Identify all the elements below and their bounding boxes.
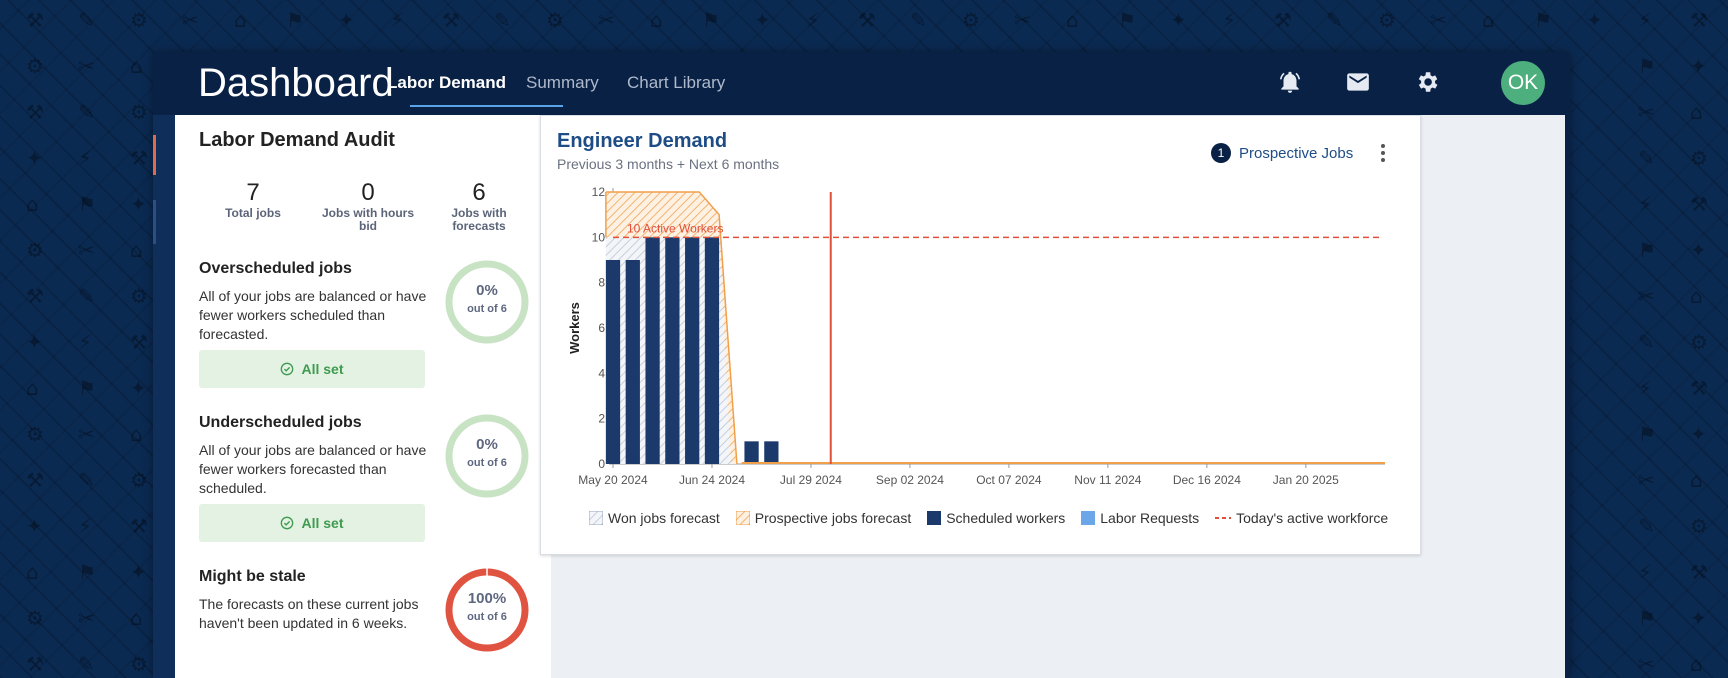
ring-out-of: out of 6 bbox=[467, 303, 507, 315]
y-tick-label: 10 bbox=[592, 230, 606, 244]
legend-label: Prospective jobs forecast bbox=[754, 510, 912, 526]
scheduled-bar bbox=[665, 237, 680, 464]
ring-track bbox=[445, 414, 529, 498]
active-tab-indicator bbox=[410, 105, 563, 107]
x-tick-label: May 20 2024 bbox=[578, 473, 648, 487]
engineer-demand-chart: 0 2 4 6 8 10 12 Workers May 20 2024 Jun 24 2024 Ju… bbox=[567, 185, 1385, 487]
stat-value: 7 bbox=[246, 179, 260, 206]
solid-navy-swatch bbox=[927, 511, 942, 525]
active-workforce-label: 10 Active Workers bbox=[627, 221, 723, 235]
stat-value: 0 bbox=[361, 179, 375, 206]
dashed-line-swatch bbox=[1215, 517, 1232, 519]
tab-chart-library[interactable]: Chart Library bbox=[627, 73, 726, 92]
ring-out-of: out of 6 bbox=[467, 611, 507, 623]
window-edge bbox=[1565, 52, 1570, 678]
ring-percent: 0% bbox=[476, 282, 498, 299]
overscheduled-all-set-button[interactable]: All set bbox=[199, 350, 425, 388]
ring-out-of: out of 6 bbox=[467, 457, 507, 469]
prospective-jobs-count-badge: 1 bbox=[1211, 143, 1231, 163]
y-axis-label: Workers bbox=[567, 302, 582, 354]
labor-demand-audit-panel: Labor Demand Audit 7 Total jobs 0 Jobs w… bbox=[175, 115, 551, 678]
underscheduled-title: Underscheduled jobs bbox=[199, 414, 362, 431]
scheduled-bar bbox=[685, 237, 700, 464]
engineer-demand-card: Engineer Demand Previous 3 months + Next… bbox=[540, 115, 1421, 555]
chart-legend: Won jobs forecast Prospective jobs forec… bbox=[589, 510, 1388, 526]
might-be-stale-ring: 100% out of 6 bbox=[445, 568, 529, 652]
app-window: Dashboard Labor Demand Summary Chart Lib… bbox=[153, 52, 1570, 678]
chart-subtitle: Previous 3 months + Next 6 months bbox=[557, 156, 780, 172]
underscheduled-all-set-button[interactable]: All set bbox=[199, 504, 425, 542]
x-tick-label: Nov 11 2024 bbox=[1074, 473, 1141, 487]
ring-percent: 0% bbox=[476, 436, 498, 453]
legend-won-jobs[interactable]: Won jobs forecast bbox=[589, 510, 720, 526]
might-be-stale-title: Might be stale bbox=[199, 568, 306, 585]
legend-label: Labor Requests bbox=[1100, 510, 1200, 526]
chart-title: Engineer Demand bbox=[557, 130, 728, 152]
legend-label: Scheduled workers bbox=[946, 510, 1066, 526]
prospective-forecast-line bbox=[605, 191, 738, 465]
overscheduled-ring: 0% out of 6 bbox=[445, 260, 529, 344]
stat-label: Jobs with hours bid bbox=[321, 206, 414, 233]
legend-active-workforce[interactable]: Today's active workforce bbox=[1215, 510, 1388, 526]
stat-label: Jobs with forecasts bbox=[451, 206, 507, 233]
scheduled-bar bbox=[625, 260, 640, 464]
check-circle-icon bbox=[281, 516, 294, 530]
underscheduled-desc: All of your jobs are balanced or have fe… bbox=[199, 442, 427, 496]
all-set-label: All set bbox=[301, 361, 344, 377]
scheduled-bar bbox=[744, 441, 759, 464]
check-circle-icon bbox=[281, 362, 294, 376]
prospective-jobs-link[interactable]: Prospective Jobs bbox=[1239, 145, 1354, 162]
collapsed-sidebar bbox=[153, 52, 175, 678]
x-tick-label: Jun 24 2024 bbox=[679, 473, 745, 487]
solid-blue-swatch bbox=[1081, 511, 1096, 525]
stat-label: Total jobs bbox=[225, 206, 281, 220]
legend-labor-requests[interactable]: Labor Requests bbox=[1081, 510, 1199, 526]
ring-track bbox=[445, 568, 529, 652]
tab-labor-demand[interactable]: Labor Demand bbox=[387, 73, 507, 92]
x-tick-label: Jan 20 2025 bbox=[1273, 473, 1339, 487]
mail-icon[interactable] bbox=[1345, 69, 1371, 95]
sidebar-accent-marker bbox=[153, 135, 156, 175]
page-title: Dashboard bbox=[198, 61, 394, 105]
stat-total-jobs: 7 Total jobs bbox=[215, 179, 291, 220]
all-set-label: All set bbox=[301, 515, 344, 531]
legend-label: Today's active workforce bbox=[1236, 510, 1389, 526]
bell-icon[interactable] bbox=[1277, 69, 1303, 95]
audit-title: Labor Demand Audit bbox=[199, 129, 395, 151]
hatch-orange-swatch bbox=[735, 511, 750, 525]
user-avatar[interactable]: OK bbox=[1501, 61, 1545, 105]
underscheduled-ring: 0% out of 6 bbox=[445, 414, 529, 498]
x-tick-label: Dec 16 2024 bbox=[1173, 473, 1241, 487]
x-tick-label: Oct 07 2024 bbox=[976, 473, 1042, 487]
sidebar-marker bbox=[153, 200, 156, 244]
overscheduled-title: Overscheduled jobs bbox=[199, 260, 352, 277]
scheduled-bar bbox=[605, 260, 621, 464]
legend-scheduled-workers[interactable]: Scheduled workers bbox=[927, 510, 1065, 526]
top-nav-bar: Dashboard Labor Demand Summary Chart Lib… bbox=[153, 52, 1570, 115]
ring-percent: 100% bbox=[467, 590, 507, 607]
ring-track bbox=[445, 260, 529, 344]
y-tick-label: 8 bbox=[598, 276, 605, 290]
y-tick-label: 6 bbox=[598, 321, 605, 335]
x-tick-label: Sep 02 2024 bbox=[876, 473, 944, 487]
hatch-gray-swatch bbox=[589, 511, 603, 525]
tab-summary[interactable]: Summary bbox=[526, 73, 599, 92]
gear-icon[interactable] bbox=[1414, 69, 1440, 95]
y-tick-label: 0 bbox=[598, 457, 605, 471]
scheduled-bar bbox=[645, 237, 660, 464]
y-tick-label: 12 bbox=[592, 185, 606, 199]
might-be-stale-desc: The forecasts on these current jobs have… bbox=[199, 596, 419, 631]
scheduled-bar bbox=[764, 441, 779, 464]
overscheduled-desc: All of your jobs are balanced or have fe… bbox=[199, 288, 427, 342]
y-tick-label: 2 bbox=[598, 412, 605, 426]
scheduled-bar bbox=[704, 237, 720, 464]
x-tick-label: Jul 29 2024 bbox=[780, 473, 842, 487]
y-tick-label: 4 bbox=[598, 366, 605, 380]
legend-label: Won jobs forecast bbox=[608, 510, 720, 526]
more-options-icon[interactable] bbox=[1373, 141, 1393, 165]
legend-prospective-jobs[interactable]: Prospective jobs forecast bbox=[735, 510, 912, 526]
stat-jobs-hours-bid: 0 Jobs with hours bid bbox=[315, 179, 421, 233]
stat-jobs-forecasts: 6 Jobs with forecasts bbox=[443, 179, 515, 233]
stat-value: 6 bbox=[472, 179, 486, 206]
